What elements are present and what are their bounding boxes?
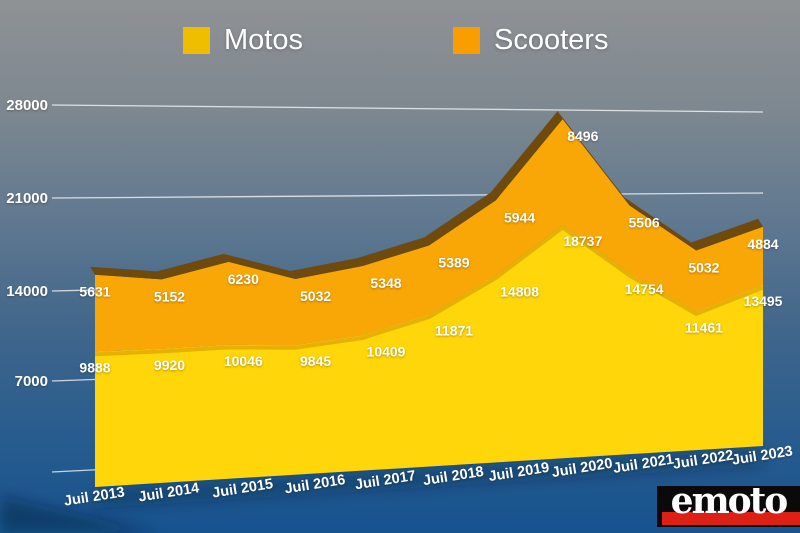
svg-text:6230: 6230	[228, 271, 259, 287]
svg-text:5506: 5506	[629, 214, 660, 230]
emoto-logo: emoto	[657, 480, 800, 527]
svg-text:28000: 28000	[6, 97, 48, 114]
chart-legend: Motos Scooters	[0, 0, 800, 60]
svg-text:8496: 8496	[567, 128, 598, 144]
svg-text:11461: 11461	[685, 319, 723, 335]
emoto-logo-text: emoto	[670, 480, 789, 522]
svg-text:10046: 10046	[224, 353, 263, 369]
svg-text:21000: 21000	[6, 190, 48, 207]
svg-text:14000: 14000	[6, 283, 48, 300]
svg-text:5032: 5032	[300, 288, 331, 304]
svg-text:13495: 13495	[744, 293, 783, 309]
svg-text:5389: 5389	[438, 255, 469, 271]
legend-label-motos: Motos	[224, 24, 303, 56]
svg-text:9888: 9888	[79, 360, 110, 376]
legend-label-scooters: Scooters	[494, 24, 609, 56]
svg-text:18737: 18737	[563, 233, 602, 249]
svg-text:10409: 10409	[367, 344, 406, 360]
svg-text:11871: 11871	[435, 323, 473, 339]
svg-text:5348: 5348	[370, 275, 401, 291]
legend-item-scooters: Scooters	[453, 25, 608, 55]
svg-text:14808: 14808	[500, 283, 539, 299]
svg-text:5032: 5032	[688, 260, 719, 276]
svg-text:14754: 14754	[625, 281, 664, 297]
svg-text:7000: 7000	[15, 373, 48, 390]
svg-text:5944: 5944	[504, 209, 535, 225]
emoto-logo-red-stripe	[662, 512, 800, 525]
svg-text:4884: 4884	[747, 236, 778, 252]
legend-item-motos: Motos	[183, 25, 303, 55]
svg-text:5152: 5152	[154, 288, 185, 304]
motos-color-swatch	[183, 26, 210, 54]
svg-text:9920: 9920	[154, 357, 185, 373]
svg-text:5631: 5631	[79, 284, 110, 300]
scooters-color-swatch	[453, 26, 480, 54]
svg-text:9845: 9845	[300, 353, 331, 369]
